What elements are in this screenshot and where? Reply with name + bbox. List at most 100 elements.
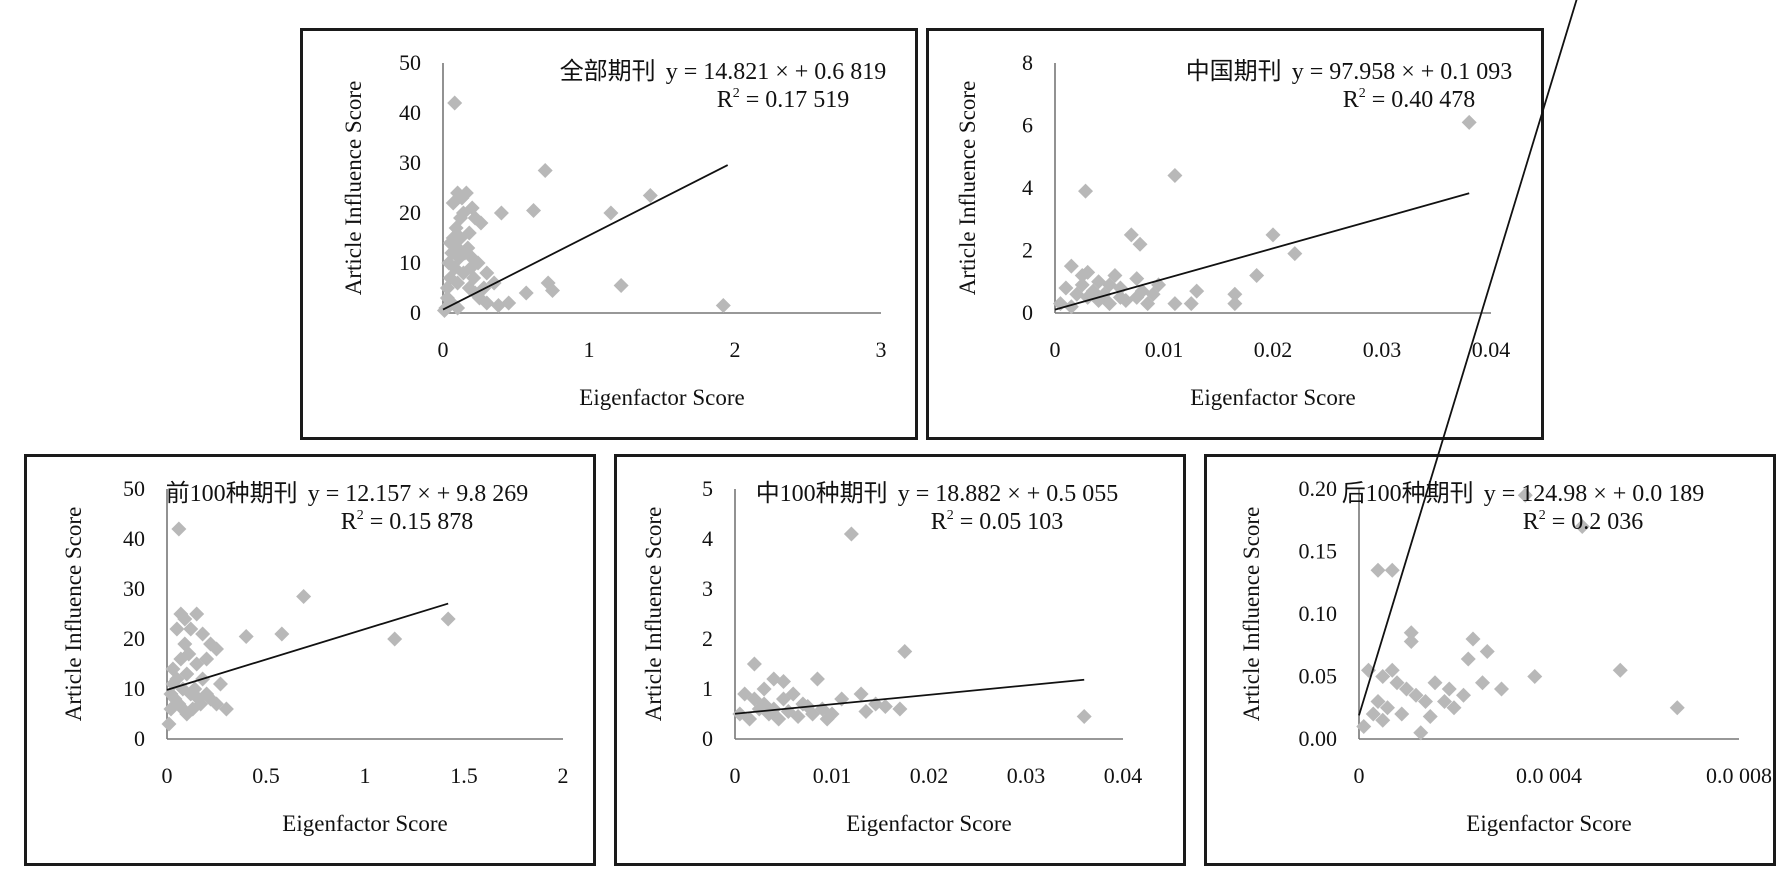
chart1-ytick-label: 8 <box>1022 50 1033 75</box>
chart0-r-squared: R2 = 0.17 519 <box>717 86 850 113</box>
chart1-r2-value: = 0.40 478 <box>1366 87 1476 113</box>
chart3-data-point <box>819 711 835 727</box>
chart2-data-point <box>238 629 254 644</box>
chart3-data-point <box>742 711 758 727</box>
chart4-equation-line: 后100种期刊 y = 124.98 × + 0.0 189 <box>1342 480 1705 507</box>
chart2-xtick-label: 1 <box>360 763 371 788</box>
chart0-ytick-label: 20 <box>399 200 421 225</box>
chart4-ytick-label: 0.00 <box>1299 726 1338 751</box>
chart4-r2-value: = 0.2 036 <box>1546 509 1644 535</box>
chart3-data-point <box>776 674 791 689</box>
chart4-data-point <box>1465 631 1481 647</box>
chart2-data-point <box>163 701 179 717</box>
chart1-data-point <box>1063 299 1079 315</box>
chart4-r-squared: R2 = 0.2 036 <box>1523 508 1644 535</box>
chart3-equation: y = 18.882 × + 0.5 055 <box>898 481 1119 507</box>
chart0-data-point <box>545 283 560 298</box>
chart4-data-point <box>1403 625 1419 641</box>
chart3-data-point <box>737 686 753 702</box>
chart4-data-point <box>1375 712 1391 728</box>
chart0-data-point <box>455 205 471 221</box>
chart-svg-top-100: 0 10 20 30 40 50 0 0.5 1 1.5 2 Eigenfactor Score Art… <box>61 476 569 836</box>
chart3-y-axis-label: Article Influence Score <box>641 507 666 722</box>
chart0-data-point <box>642 188 658 203</box>
chart-panel-top-100: 0 10 20 30 40 50 0 0.5 1 1.5 2 Eigenfactor Score Art… <box>24 454 596 866</box>
chart1-data-point <box>1058 280 1074 296</box>
chart1-x-axis-label: Eigenfactor Score <box>1190 385 1355 410</box>
chart3-data-point <box>785 686 801 702</box>
chart1-equation-line: 中国期刊 y = 97.958 × + 0.1 093 <box>1186 58 1513 85</box>
chart2-trend-line <box>166 602 449 691</box>
chart1-data-point <box>1287 246 1303 262</box>
chart4-data-point <box>1517 487 1533 503</box>
chart0-title: 全部期刊 <box>560 58 656 85</box>
chart0-equation-line: 全部期刊 y = 14.821 × + 0.6 819 <box>560 58 887 85</box>
chart1-data-point <box>1085 283 1101 299</box>
chart4-data-point <box>1399 681 1414 697</box>
chart1-data-point <box>1107 268 1123 283</box>
chart4-data-point <box>1389 675 1405 691</box>
chart1-ytick-label: 0 <box>1022 300 1033 325</box>
chart2-data-point <box>169 621 185 637</box>
chart0-y-axis-label: Article Influence Score <box>341 81 366 296</box>
chart3-data-point <box>858 704 874 719</box>
chart4-data-point <box>1479 644 1495 659</box>
chart-panel-all-journals: 0 10 20 30 40 50 0 1 2 3 Eigenfactor Score Article … <box>300 28 918 440</box>
chart4-data-point <box>1475 675 1490 691</box>
chart1-data-point <box>1132 236 1148 252</box>
chart1-title: 中国期刊 <box>1186 58 1282 85</box>
chart0-trend-line <box>442 164 729 311</box>
chart1-data-point <box>1183 296 1199 312</box>
chart0-ytick-label: 50 <box>399 50 421 75</box>
chart4-title: 后100种期刊 <box>1342 480 1474 507</box>
chart1-data-point <box>1249 268 1265 283</box>
chart2-y-axis-label: Article Influence Score <box>61 507 86 722</box>
chart3-ytick-label: 0 <box>702 726 713 751</box>
chart1-data-point <box>1167 168 1183 183</box>
chart4-xtick-label: 0.0 004 <box>1516 763 1582 788</box>
chart3-data-point <box>746 656 762 672</box>
chart1-y-axis-label: Article Influence Score <box>955 81 980 296</box>
chart3-data-point <box>746 691 762 707</box>
chart0-xtick-label: 0 <box>438 337 449 362</box>
chart3-data-point <box>843 526 859 542</box>
chart3-data-point <box>853 686 869 702</box>
chart0-xtick-label: 3 <box>876 337 887 362</box>
chart0-data-point <box>518 285 534 301</box>
chart1-data-point <box>1096 286 1112 302</box>
chart4-data-point <box>1612 662 1628 678</box>
chart2-data-point <box>165 661 181 677</box>
chart2-data-point <box>274 626 290 642</box>
chart1-xtick-label: 0.01 <box>1145 337 1184 362</box>
chart4-data-point <box>1574 519 1590 534</box>
chart4-data-point <box>1384 562 1400 578</box>
chart2-data-point <box>218 701 234 717</box>
chart3-data-point <box>897 644 913 659</box>
chart4-data-point <box>1427 675 1443 691</box>
chart3-data-point <box>771 711 787 727</box>
chart1-data-point <box>1189 283 1205 299</box>
chart4-r2-exponent: 2 <box>1539 508 1546 523</box>
chart0-data-point <box>447 95 463 111</box>
chart2-r2-value: = 0.15 878 <box>364 509 474 535</box>
chart2-ytick-label: 20 <box>123 626 145 651</box>
chart0-data-point <box>501 295 517 311</box>
chart2-data-point <box>212 676 228 692</box>
chart2-data-point <box>195 626 211 642</box>
chart1-data-point <box>1074 277 1090 293</box>
chart1-data-point <box>1134 283 1150 299</box>
chart2-data-point <box>171 521 187 537</box>
chart0-ytick-label: 40 <box>399 100 421 125</box>
chart-svg-china-journals: 0 2 4 6 8 0 0.01 0.02 0.03 0.04 Eigenfactor Score A… <box>955 50 1513 410</box>
chart2-data-point <box>189 606 205 622</box>
chart2-x-axis-label: Eigenfactor Score <box>282 811 447 836</box>
chart3-ytick-label: 4 <box>702 526 713 551</box>
chart3-ytick-label: 1 <box>702 676 713 701</box>
chart4-data-point <box>1413 725 1429 741</box>
chart0-data-point <box>473 215 489 231</box>
chart4-equation: y = 124.98 × + 0.0 189 <box>1484 481 1705 507</box>
chart3-ytick-label: 5 <box>702 476 713 501</box>
chart1-xtick-label: 0.03 <box>1363 337 1402 362</box>
chart1-equation: y = 97.958 × + 0.1 093 <box>1292 59 1513 85</box>
chart-svg-middle-100: 0 1 2 3 4 5 0 0.01 0.02 0.03 0.04 Eigenfactor Score… <box>641 476 1142 836</box>
